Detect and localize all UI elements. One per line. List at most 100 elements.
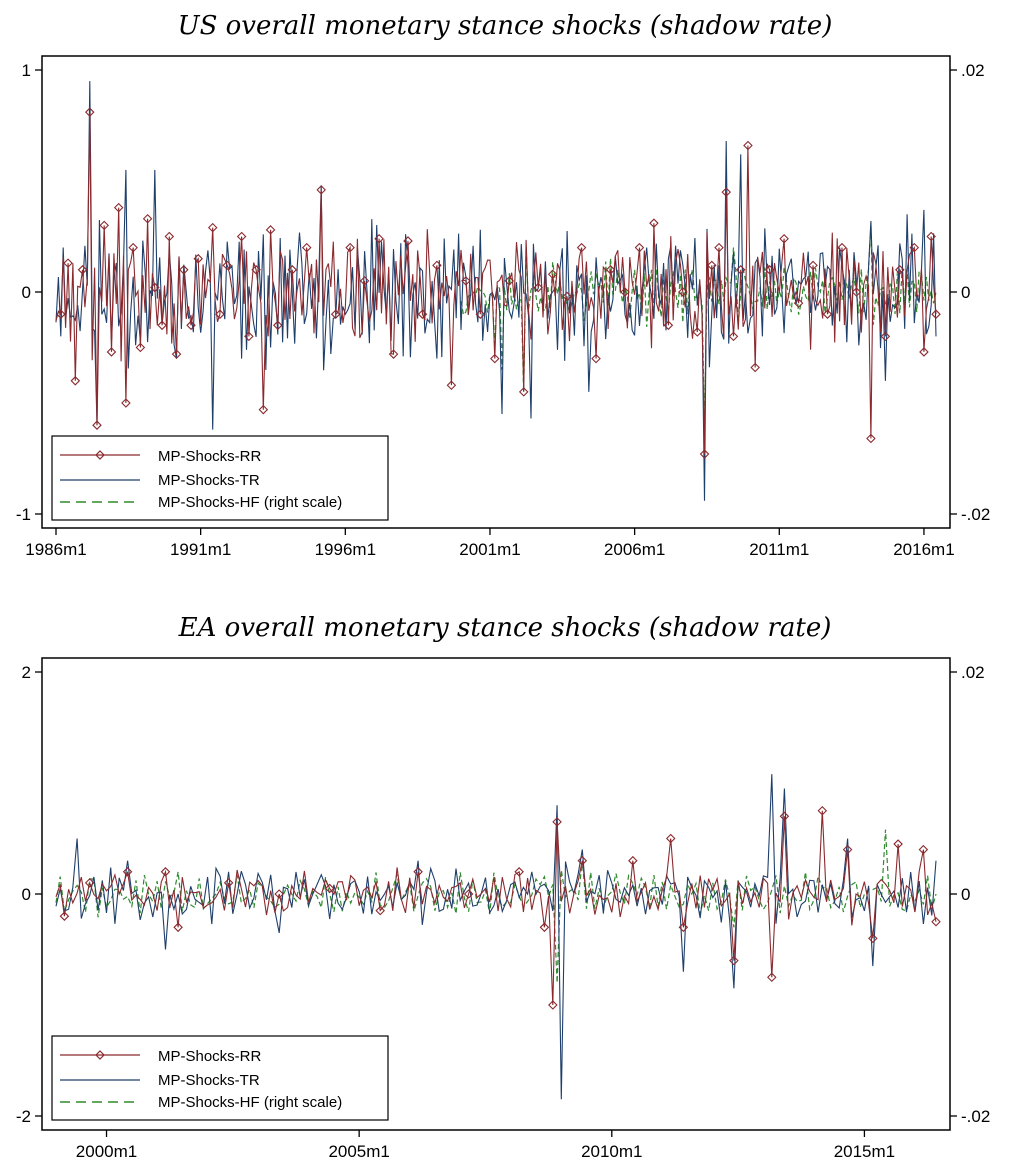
chart-title: EA overall monetary stance shocks (shado… bbox=[178, 613, 832, 643]
series-point-rr bbox=[533, 282, 543, 293]
series-point-rr bbox=[918, 844, 929, 855]
series-point-rr bbox=[743, 140, 753, 151]
series-point-rr bbox=[822, 309, 833, 319]
legend-label-rr: MP-Shocks-RR bbox=[158, 448, 262, 465]
series-point-rr bbox=[851, 287, 862, 297]
x-tick-label: 1986m1 bbox=[25, 540, 86, 559]
series-point-rr bbox=[729, 955, 739, 966]
series-point-rr bbox=[316, 185, 326, 195]
series-point-rr bbox=[287, 265, 298, 275]
series-layer bbox=[55, 774, 941, 1100]
series-point-rr bbox=[244, 331, 254, 342]
ea-chart: EA overall monetary stance shocks (shado… bbox=[16, 613, 990, 1161]
legend-label-hf: MP-Shocks-HF (right scale) bbox=[158, 494, 342, 511]
series-point-rr bbox=[359, 276, 370, 286]
x-tick-label: 2010m1 bbox=[581, 1142, 642, 1161]
x-tick-label: 2005m1 bbox=[328, 1142, 389, 1161]
series-point-rr bbox=[157, 320, 167, 331]
series-line-rr bbox=[55, 810, 937, 1006]
series-point-rr bbox=[931, 309, 941, 319]
series-point-rr bbox=[475, 309, 486, 319]
series-point-rr bbox=[721, 187, 732, 197]
series-point-rr bbox=[164, 231, 175, 242]
series-point-rr bbox=[893, 839, 903, 849]
series-point-rr bbox=[699, 449, 710, 459]
y-right-tick-label: 0 bbox=[961, 283, 970, 302]
series-point-rr bbox=[504, 276, 515, 286]
series-point-rr bbox=[868, 933, 878, 944]
series-point-rr bbox=[649, 218, 659, 228]
x-tick-label: 1991m1 bbox=[170, 540, 231, 559]
series-point-rr bbox=[330, 309, 341, 319]
series-point-rr bbox=[417, 309, 428, 319]
series-point-rr bbox=[634, 242, 645, 253]
series-point-rr bbox=[808, 260, 818, 271]
legend-label-rr: MP-Shocks-RR bbox=[158, 1048, 262, 1065]
series-point-rr bbox=[714, 242, 724, 253]
series-point-rr bbox=[548, 1000, 558, 1010]
series-point-rr bbox=[576, 242, 587, 253]
series-point-rr bbox=[663, 320, 674, 331]
series-point-rr bbox=[779, 233, 789, 244]
y-right-tick-label: .02 bbox=[961, 61, 985, 80]
series-line-tr bbox=[55, 81, 937, 501]
series-point-rr bbox=[122, 867, 133, 877]
y-right-tick-label: .02 bbox=[961, 663, 985, 682]
axis-layer: 1986m1 1991m1 1996m1 2001m1 2006m1 2011m1 2016… bbox=[16, 61, 990, 559]
series-point-rr bbox=[265, 225, 276, 235]
series-point-rr bbox=[374, 233, 384, 244]
series-point-rr bbox=[77, 265, 88, 275]
series-point-rr bbox=[207, 222, 218, 233]
series-point-rr bbox=[113, 202, 124, 213]
legend-label-tr: MP-Shocks-TR bbox=[158, 1072, 260, 1089]
series-point-rr bbox=[150, 282, 160, 293]
legend: MP-Shocks-RR MP-Shocks-TR MP-Shocks-HF (… bbox=[51, 1035, 389, 1121]
series-point-rr bbox=[678, 922, 689, 933]
series-point-rr bbox=[628, 855, 638, 866]
series-point-rr bbox=[84, 878, 95, 888]
series-point-rr bbox=[179, 265, 189, 275]
series-point-rr bbox=[620, 287, 630, 297]
y-left-tick-label: 0 bbox=[22, 283, 31, 302]
y-left-tick-label: -2 bbox=[16, 1107, 31, 1126]
legend-box bbox=[51, 435, 389, 521]
x-tick-label: 2015m1 bbox=[834, 1142, 895, 1161]
series-point-rr bbox=[490, 353, 500, 364]
series-point-rr bbox=[121, 398, 131, 408]
series-point-rr bbox=[514, 867, 524, 877]
series-point-rr bbox=[92, 420, 102, 430]
y-left-tick-label: 2 bbox=[22, 663, 31, 682]
series-point-rr bbox=[99, 220, 109, 231]
series-point-rr bbox=[552, 817, 562, 827]
y-left-tick-label: 0 bbox=[22, 885, 31, 904]
us-chart: US overall monetary stance shocks (shado… bbox=[16, 11, 990, 559]
series-point-rr bbox=[324, 883, 335, 894]
series-point-rr bbox=[63, 258, 73, 268]
series-point-rr bbox=[837, 242, 847, 253]
series-point-rr bbox=[128, 242, 138, 253]
series-point-rr bbox=[223, 878, 234, 888]
axis-layer: 2000m1 2005m1 2010m1 2015m1 2 0 -2 .02 0 -.02 bbox=[16, 663, 990, 1161]
series-layer bbox=[55, 81, 941, 501]
series-point-rr bbox=[160, 867, 171, 877]
series-point-rr bbox=[236, 231, 247, 242]
series-point-rr bbox=[413, 867, 423, 877]
x-tick-label: 1996m1 bbox=[315, 540, 376, 559]
series-point-rr bbox=[461, 276, 471, 286]
series-point-rr bbox=[446, 380, 457, 391]
series-point-rr bbox=[518, 387, 529, 397]
series-point-rr bbox=[273, 320, 283, 331]
series-point-rr bbox=[274, 889, 284, 899]
series-point-rr bbox=[142, 213, 153, 224]
legend: MP-Shocks-RR MP-Shocks-TR MP-Shocks-HF (… bbox=[51, 435, 389, 521]
x-tick-label: 2011m1 bbox=[749, 540, 809, 559]
series-point-rr bbox=[678, 287, 688, 297]
series-point-rr bbox=[842, 844, 853, 855]
legend-marker-rr bbox=[95, 1050, 105, 1060]
y-left-tick-label: -1 bbox=[16, 505, 31, 524]
chart-title: US overall monetary stance shocks (shado… bbox=[178, 11, 833, 41]
series-point-rr bbox=[375, 905, 385, 916]
series-point-rr bbox=[817, 805, 828, 816]
legend-box bbox=[51, 1035, 389, 1121]
